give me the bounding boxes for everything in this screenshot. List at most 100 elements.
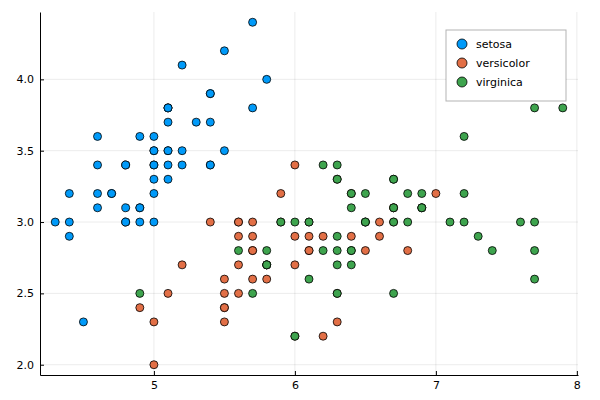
legend-box [446,30,566,101]
point [150,161,158,169]
grid-line-y [40,364,578,365]
point [249,18,257,26]
point [249,104,257,112]
tick: 2.5 [17,287,45,300]
point [249,289,257,297]
point [206,90,214,98]
point [361,218,369,226]
point [220,147,228,155]
point [347,190,355,198]
legend-label: virginica [476,76,523,89]
y-axis: 2.02.53.03.54.0 [17,13,45,376]
point [263,261,271,269]
tick: 8 [574,371,581,392]
point [460,132,468,140]
tick-mark [295,371,296,375]
point [94,190,102,198]
point [122,204,130,212]
series [136,104,567,340]
tick-label: 3.0 [17,216,35,229]
point [206,161,214,169]
point [108,190,116,198]
point [404,190,412,198]
point [220,304,228,312]
point [559,104,567,112]
point [164,147,172,155]
point [390,204,398,212]
legend-label: versicolor [476,57,530,70]
point [150,218,158,226]
point [178,61,186,69]
point [122,161,130,169]
point [277,218,285,226]
point [319,332,327,340]
legend-marker [457,58,467,68]
point [235,218,243,226]
point [178,161,186,169]
tick-mark [40,79,44,80]
point [136,289,144,297]
point [531,104,539,112]
point [206,90,214,98]
point [249,232,257,240]
legend: setosaversicolorvirginica [446,30,566,101]
point [65,218,73,226]
point [460,218,468,226]
point [235,218,243,226]
point [249,218,257,226]
point [263,261,271,269]
point [65,232,73,240]
point [136,204,144,212]
point [305,218,313,226]
tick-label: 6 [292,379,299,392]
tick-label: 5 [151,379,158,392]
point [390,204,398,212]
point [164,147,172,155]
point [418,190,426,198]
point [220,47,228,55]
point [291,261,299,269]
point [347,204,355,212]
point [164,175,172,183]
point [291,218,299,226]
point [333,175,341,183]
point [333,161,341,169]
grid-line-x [294,12,295,375]
point [390,218,398,226]
point [164,118,172,126]
point [192,118,200,126]
point [305,247,313,255]
series [136,161,440,369]
tick: 3.5 [17,145,45,158]
point [235,289,243,297]
point [136,132,144,140]
point [263,75,271,83]
point [65,190,73,198]
point [333,247,341,255]
point [319,161,327,169]
point [347,232,355,240]
point [291,332,299,340]
point [361,247,369,255]
point [94,204,102,212]
point [178,147,186,155]
tick-mark [40,222,44,223]
point [150,147,158,155]
point [531,275,539,283]
point [291,161,299,169]
point [122,161,130,169]
point [347,261,355,269]
point [361,190,369,198]
tick-mark [40,151,44,152]
point [235,261,243,269]
point [150,318,158,326]
point [206,118,214,126]
point [263,247,271,255]
point [291,232,299,240]
point [418,204,426,212]
point [319,232,327,240]
point [235,247,243,255]
point [164,289,172,297]
point [220,289,228,297]
point [305,232,313,240]
